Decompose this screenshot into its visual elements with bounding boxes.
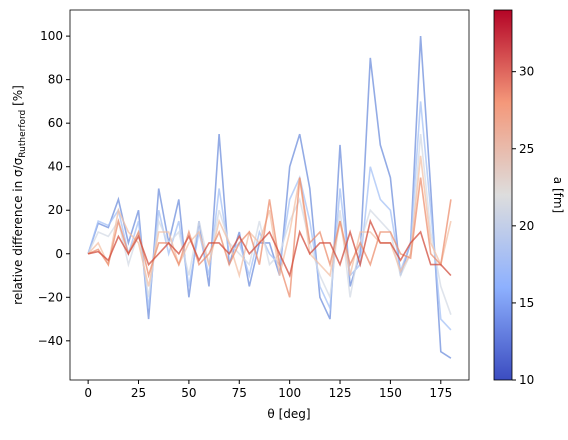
y-tick-label: 60	[48, 116, 63, 130]
colorbar-tick-label: 15	[519, 296, 534, 310]
series-line	[87, 36, 452, 359]
colorbar-label: a [fm]	[551, 177, 565, 213]
x-tick-label: 175	[429, 386, 452, 400]
x-tick-label: 25	[131, 386, 146, 400]
x-tick-label: 0	[84, 386, 92, 400]
colorbar-tick-label: 30	[519, 65, 534, 79]
y-label-main: relative difference in σ/σ	[11, 157, 25, 305]
y-tick-label: 80	[48, 73, 63, 87]
y-tick-label: −20	[38, 290, 63, 304]
x-tick-label: 100	[278, 386, 301, 400]
colorbar	[493, 9, 513, 381]
colorbar-tick-label: 10	[519, 373, 534, 387]
series-line	[87, 218, 452, 278]
series-line	[87, 177, 452, 298]
x-tick-label: 75	[232, 386, 247, 400]
y-label-end: [%]	[11, 85, 25, 110]
x-tick-label: 150	[379, 386, 402, 400]
colorbar-tick-label: 20	[519, 219, 534, 233]
y-tick-label: 40	[48, 160, 63, 174]
x-tick-label: 125	[329, 386, 352, 400]
y-tick-label: −40	[38, 334, 63, 348]
series-line	[87, 101, 452, 331]
y-tick-label: 100	[40, 29, 63, 43]
x-axis-label: θ [deg]	[267, 407, 310, 421]
y-tick-label: 20	[48, 203, 63, 217]
series-line	[87, 134, 452, 315]
y-tick-label: 0	[55, 247, 63, 261]
y-label-sub: Rutherford	[18, 110, 28, 158]
y-axis-label: relative difference in σ/σRutherford [%]	[11, 85, 28, 305]
series-line	[87, 155, 452, 287]
colorbar-tick-label: 25	[519, 142, 534, 156]
plot-frame	[69, 9, 470, 381]
x-tick-label: 50	[181, 386, 196, 400]
